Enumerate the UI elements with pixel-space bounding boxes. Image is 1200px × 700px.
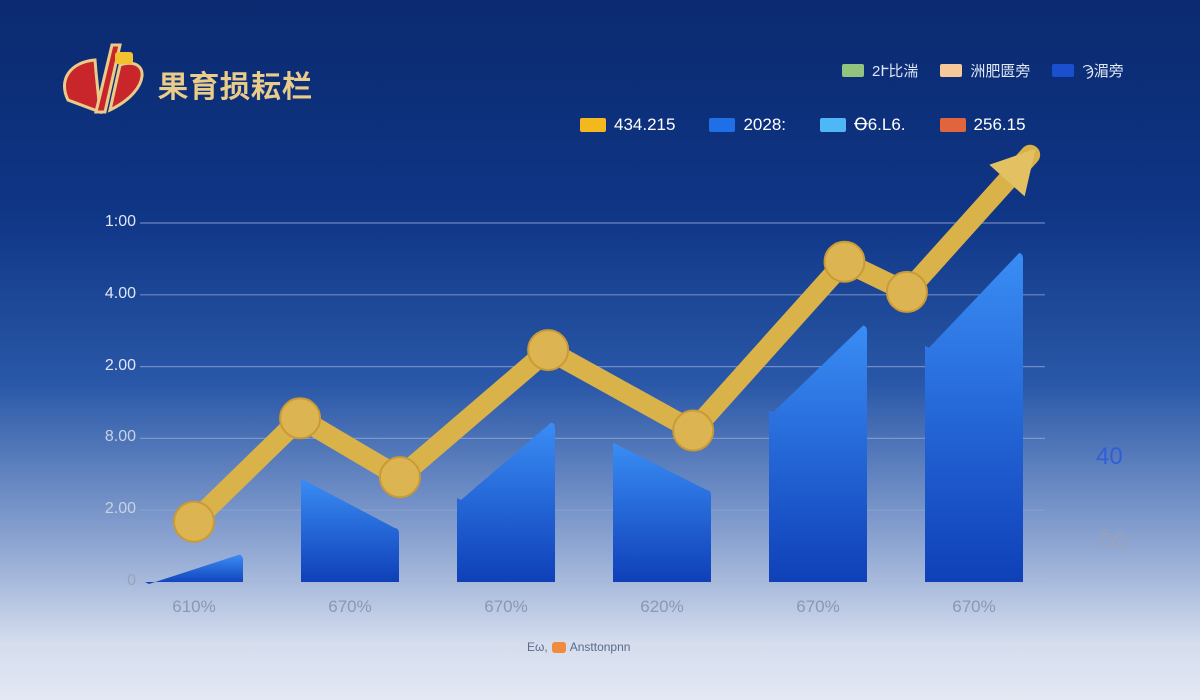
chart-title: 果育损耘栏 — [158, 71, 313, 104]
legend-values: 434.215 2028: Ꝋ6.L6. 256.15 — [580, 115, 1026, 135]
trend-point — [885, 270, 928, 313]
y-tick-label: 1:00 — [104, 213, 136, 230]
footer-icon — [551, 641, 566, 653]
y-tick-label: 2.00 — [104, 500, 136, 518]
trend-point — [672, 409, 715, 452]
trend-line — [184, 144, 1041, 532]
legend-swatch — [940, 64, 963, 77]
logo — [62, 43, 144, 115]
bar — [769, 325, 867, 582]
trend-point — [527, 329, 570, 372]
y-tick-label: 0 — [127, 572, 136, 589]
bar — [301, 478, 399, 582]
x-tick-label: 670% — [952, 597, 996, 616]
footer: Eω, Ansttonpnn — [527, 640, 631, 654]
legend-swatch — [820, 118, 846, 132]
bar — [613, 442, 711, 582]
legend-swatch — [842, 64, 864, 77]
trend-point — [279, 397, 322, 440]
legend-item: Ϡ湄旁 — [1052, 60, 1124, 81]
legend-swatch — [580, 118, 606, 132]
trend-point — [378, 456, 421, 499]
x-tick-label: 670% — [796, 597, 840, 616]
right-label: 40 — [1096, 443, 1123, 470]
bar — [457, 422, 555, 582]
legend-item: 2028: — [709, 115, 786, 135]
legend-item: 434.215 — [580, 115, 675, 135]
legend-item: 2Ւ比湍 — [842, 60, 918, 81]
legend-top: 2Ւ比湍 洲肥匮旁 Ϡ湄旁 — [842, 60, 1124, 81]
legend-item: 256.15 — [939, 115, 1026, 135]
y-tick-label: 8.00 — [104, 428, 136, 446]
legend-swatch — [709, 118, 736, 132]
x-tick-label: 670% — [328, 597, 372, 616]
x-tick-label: 620% — [640, 597, 684, 616]
trend-point — [823, 240, 866, 283]
legend-item: Ꝋ6.L6. — [820, 115, 906, 135]
trend-point — [173, 500, 215, 543]
x-tick-label: 670% — [484, 597, 528, 616]
bar — [925, 253, 1023, 582]
y-tick-label: 4.00 — [104, 284, 136, 302]
legend-swatch — [939, 118, 966, 132]
trend-arrowhead — [989, 148, 1036, 197]
y-tick-label: 2.00 — [104, 356, 136, 374]
bar — [145, 554, 243, 584]
legend-swatch — [1052, 64, 1075, 77]
x-tick-label: 610% — [172, 597, 216, 616]
right-label: ÖD — [1098, 530, 1128, 552]
legend-item: 洲肥匮旁 — [940, 60, 1030, 81]
